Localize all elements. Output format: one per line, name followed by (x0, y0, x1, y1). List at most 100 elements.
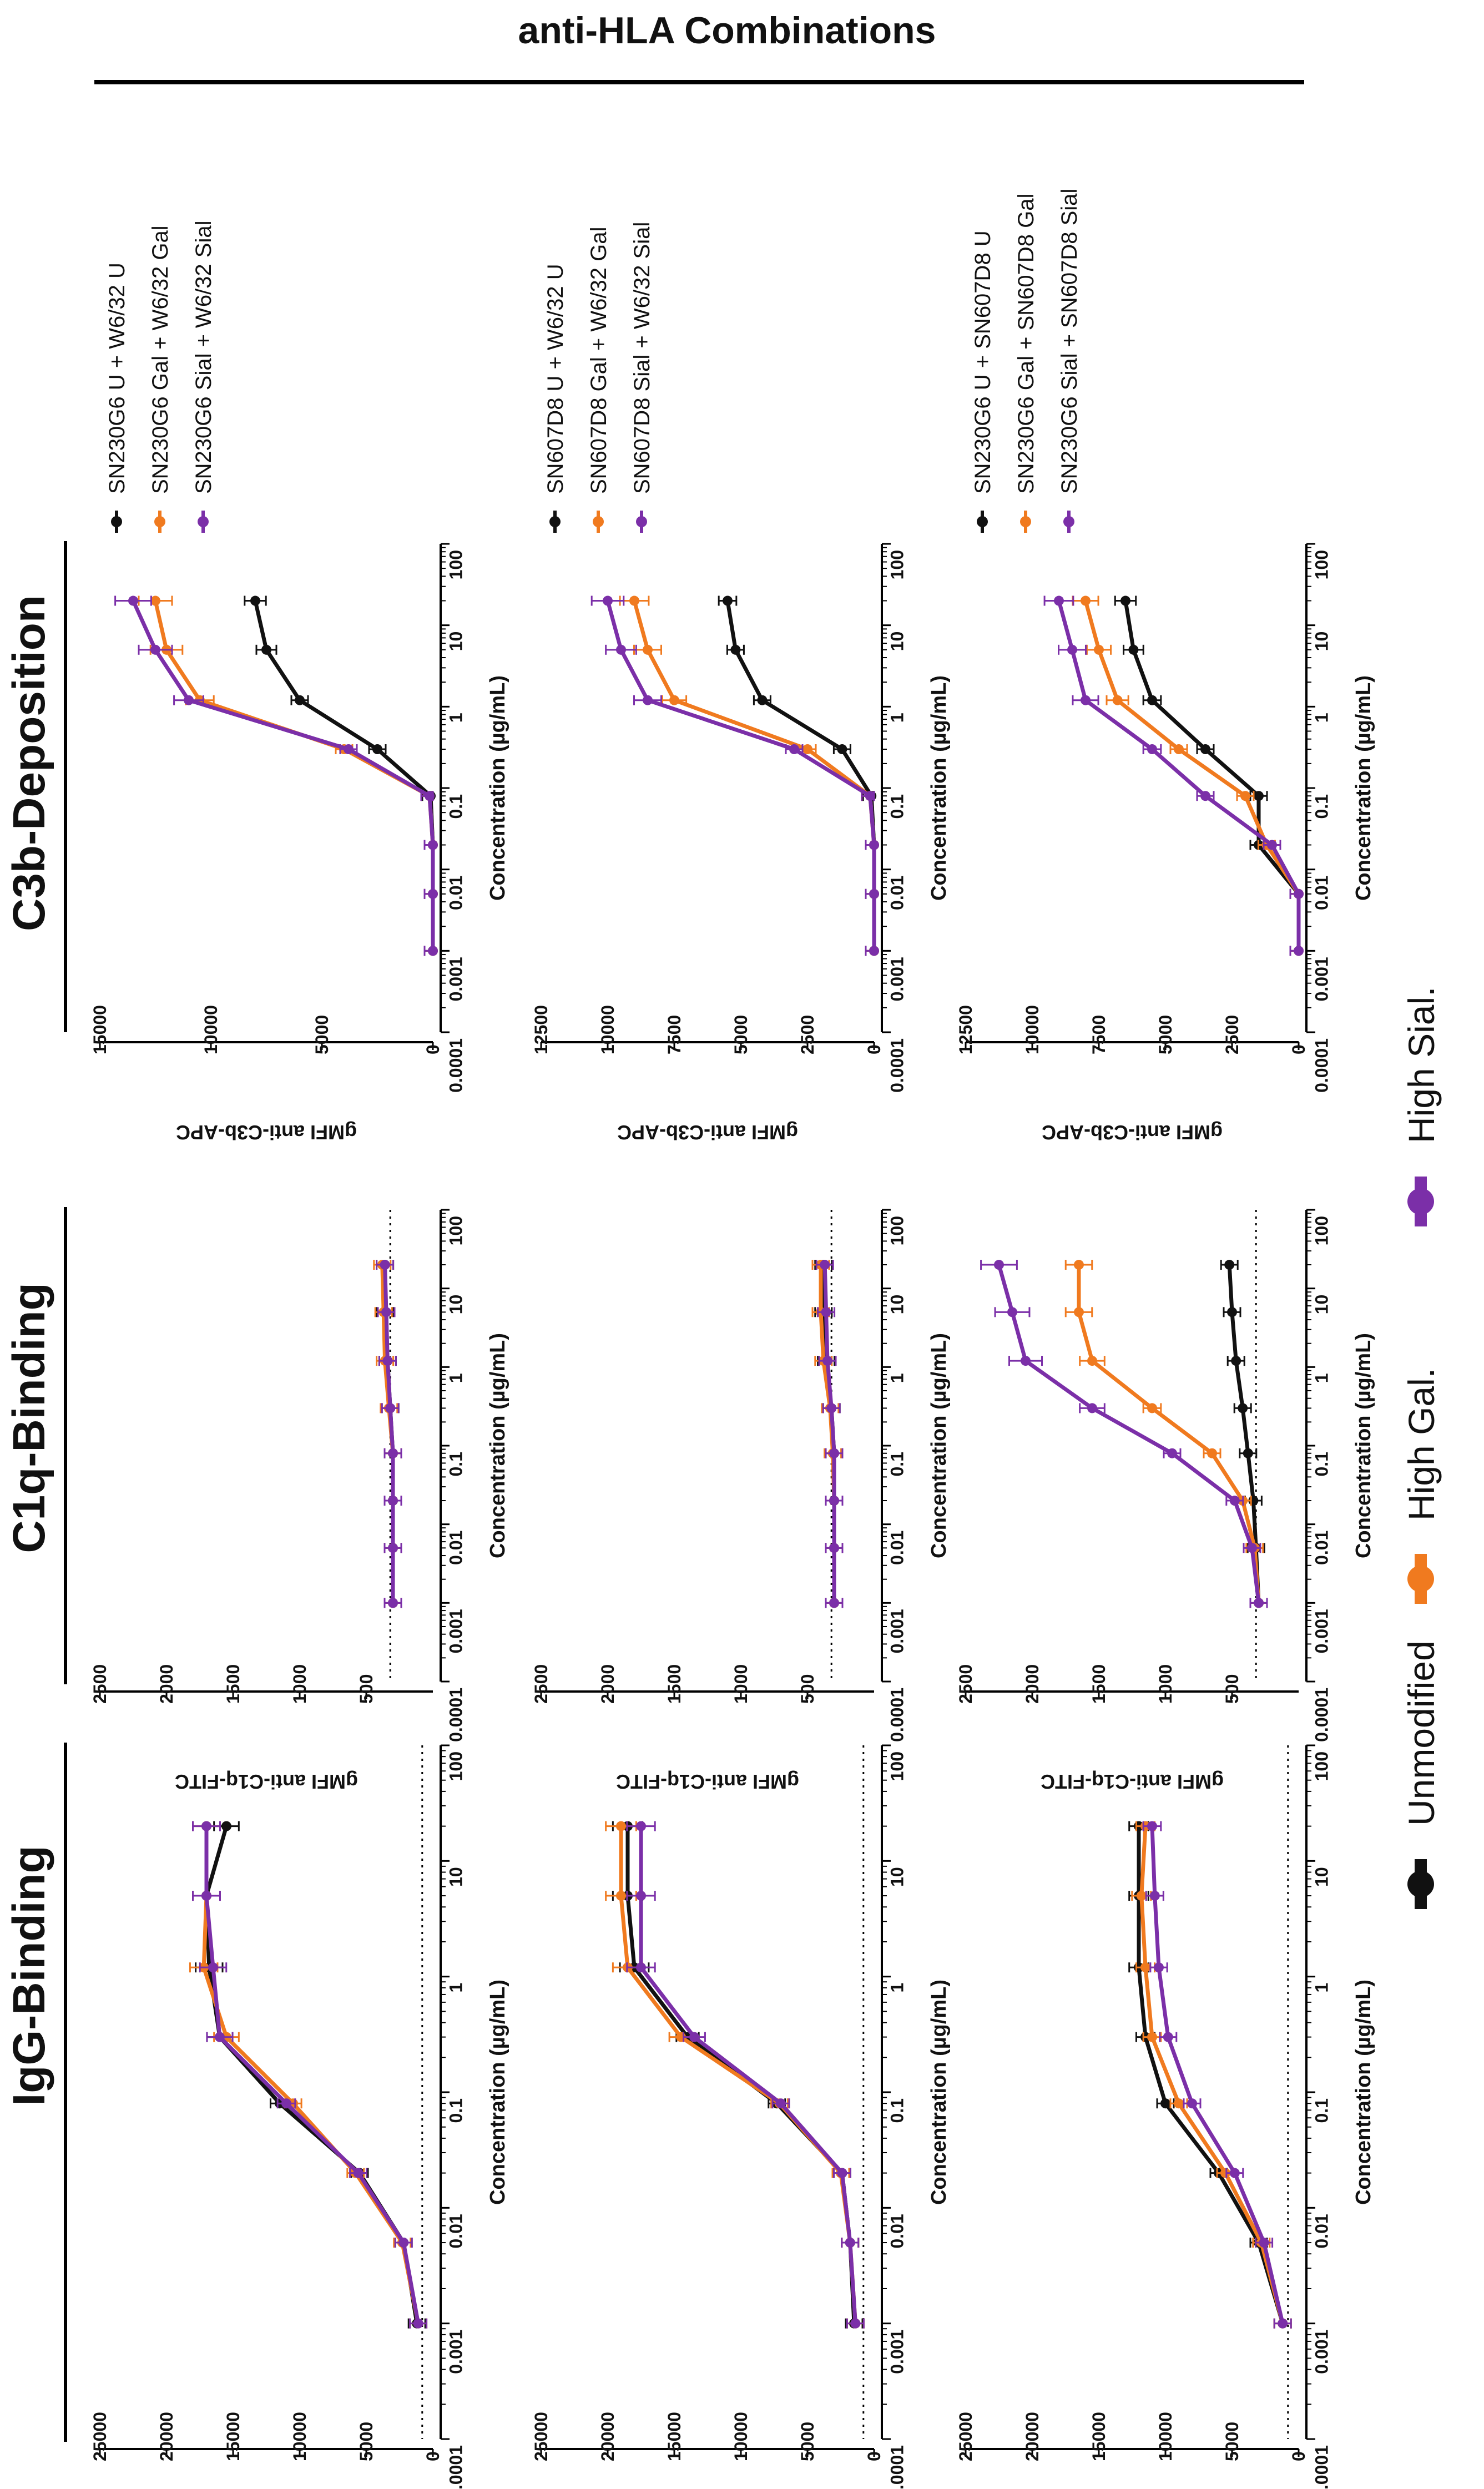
conc-tick-label: 0.1 (887, 794, 907, 819)
conc-tick-label: 1 (1311, 1983, 1331, 1993)
series-line (619, 1826, 857, 2324)
data-point (1140, 1962, 1150, 1973)
data-point (372, 744, 382, 755)
data-point (1147, 1403, 1157, 1413)
data-point (829, 1543, 839, 1553)
conc-tick-label: 10 (446, 632, 466, 652)
data-point (1087, 1403, 1097, 1413)
value-tick-label: 1000 (731, 1664, 751, 1704)
data-point (776, 2098, 786, 2109)
conc-tick-label: 0.0001 (446, 2445, 466, 2489)
data-point (869, 840, 879, 850)
data-point (636, 1891, 646, 1901)
legend-swatch-marker (1407, 1566, 1434, 1592)
data-point (295, 695, 305, 705)
data-point (385, 1403, 396, 1413)
conc-tick-label: 0.1 (1311, 1452, 1331, 1476)
value-tick-label: 1500 (1089, 1664, 1109, 1704)
conc-axis-title: Concentration (µg/mL) (1352, 675, 1375, 901)
value-tick-label: 15000 (223, 2412, 243, 2461)
data-point (281, 2098, 291, 2109)
row-legend-marker (111, 516, 122, 527)
value-tick-label: 5000 (312, 1015, 332, 1054)
conc-tick-label: 100 (887, 1751, 907, 1781)
data-point (802, 744, 812, 755)
data-point (1254, 791, 1264, 801)
data-point (221, 1821, 231, 1831)
data-point (1200, 744, 1210, 755)
data-point (1120, 595, 1130, 606)
chart-panel-c1q-row3: 500 1000 1500 2000 2500 gMFI anti-C1q-FITC 0.0… (956, 1209, 1375, 1793)
conc-tick-label: 0.001 (446, 1609, 466, 1653)
data-point (869, 888, 879, 899)
series-line (1077, 1265, 1261, 1603)
series-line (1139, 1826, 1285, 2324)
value-tick-label: 5000 (356, 2422, 376, 2461)
data-point (388, 1598, 398, 1608)
conc-tick-label: 0.01 (446, 2214, 466, 2248)
value-tick-label: 20000 (1022, 2412, 1042, 2461)
conc-tick-label: 10 (1311, 1295, 1331, 1315)
series-line (822, 1264, 836, 1603)
conc-tick-label: 100 (446, 1216, 466, 1245)
data-point (1147, 744, 1157, 755)
row-legend-label: SN607D8 Gal + W6/32 Gal (587, 227, 611, 494)
data-point (1074, 1260, 1084, 1270)
value-tick-label: 10000 (290, 2412, 310, 2461)
data-point (428, 946, 438, 956)
data-point (425, 791, 435, 801)
conc-tick-label: 100 (1311, 1216, 1331, 1245)
conc-tick-label: 10 (1311, 1867, 1331, 1887)
value-tick-label: 500 (797, 1674, 817, 1704)
conc-tick-label: 10 (887, 632, 907, 652)
value-tick-label: 12500 (956, 1005, 976, 1054)
chart-panel-igg-row3: 0500010000150002000025000gMFI anti-IgG-P… (956, 1744, 1375, 2489)
conc-tick-label: 1 (1311, 713, 1331, 723)
value-tick-label: 5000 (1155, 1015, 1175, 1054)
row-legend-marker (636, 516, 647, 527)
series-line (1227, 1264, 1261, 1603)
value-tick-label: 0 (423, 1044, 443, 1054)
data-point (789, 744, 799, 755)
conc-axis-title: Concentration (µg/mL) (486, 1980, 509, 2205)
conc-tick-label: 100 (887, 1216, 907, 1245)
value-tick-label: 10000 (1155, 2412, 1175, 2461)
value-tick-label: 15000 (1089, 2412, 1109, 2461)
data-point (413, 2318, 423, 2329)
main-legend: Unmodified High Gal. High Sial. (1401, 987, 1442, 1909)
data-point (128, 595, 138, 606)
data-point (1167, 1448, 1177, 1458)
data-point (757, 695, 768, 705)
conc-tick-label: 100 (446, 1751, 466, 1781)
data-point (1224, 1260, 1235, 1270)
conc-tick-label: 0.001 (887, 1609, 907, 1653)
data-point (1081, 595, 1091, 606)
conc-tick-label: 1 (887, 713, 907, 723)
value-tick-label: 25000 (90, 2412, 110, 2461)
value-tick-label: 20000 (157, 2412, 176, 2461)
column-title-igg: IgG-Binding (4, 1845, 54, 2106)
conc-tick-label: 0.0001 (887, 1688, 907, 1742)
conc-tick-label: 0.01 (1311, 2214, 1331, 2248)
row-legend-marker (1063, 516, 1074, 527)
series-line (201, 1826, 421, 2324)
row-legend-label: SN607D8 Sial + W6/32 Sial (630, 222, 654, 494)
data-point (201, 1821, 211, 1831)
data-point (829, 1448, 839, 1458)
value-tick-label: 15000 (90, 1005, 110, 1054)
value-tick-label: 1000 (290, 1664, 310, 1704)
conc-tick-label: 0.1 (446, 1452, 466, 1476)
conc-tick-label: 0.1 (887, 2098, 907, 2123)
row-legend-label: SN230G6 Gal + W6/32 Gal (148, 225, 173, 494)
value-axis-title: gMFI anti-C3b-APC (176, 1121, 357, 1144)
value-tick-label: 0 (1289, 2451, 1309, 2461)
conc-axis-title: Concentration (µg/mL) (1352, 1980, 1375, 2205)
data-point (1174, 2098, 1184, 2109)
data-point (822, 1356, 832, 1366)
conc-axis-title: Concentration (µg/mL) (486, 675, 509, 901)
value-tick-label: 2500 (1222, 1015, 1242, 1054)
series-line (204, 1825, 419, 2324)
data-point (1227, 1307, 1237, 1317)
conc-tick-label: 10 (887, 1867, 907, 1887)
